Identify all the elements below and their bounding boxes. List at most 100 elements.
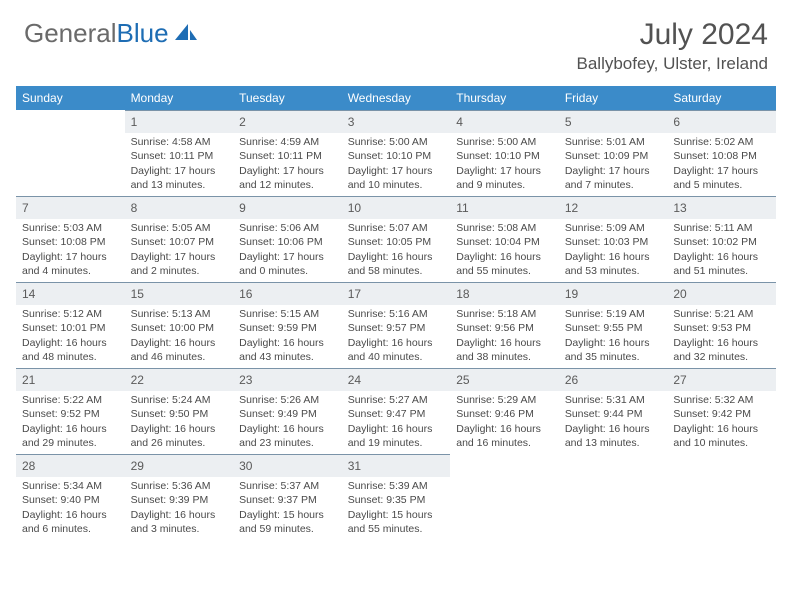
day-number: 26	[559, 368, 668, 391]
day-number: 23	[233, 368, 342, 391]
day-number: 16	[233, 282, 342, 305]
calendar-day-cell: 4Sunrise: 5:00 AMSunset: 10:10 PMDayligh…	[450, 110, 559, 196]
day-number: 1	[125, 110, 234, 133]
calendar-day-cell: 16Sunrise: 5:15 AMSunset: 9:59 PMDayligh…	[233, 282, 342, 368]
weekday-header: Sunday	[16, 86, 125, 110]
day-content: Sunrise: 5:37 AMSunset: 9:37 PMDaylight:…	[233, 477, 342, 540]
weekday-header: Monday	[125, 86, 234, 110]
calendar-day-cell: 19Sunrise: 5:19 AMSunset: 9:55 PMDayligh…	[559, 282, 668, 368]
calendar-day-cell: 9Sunrise: 5:06 AMSunset: 10:06 PMDayligh…	[233, 196, 342, 282]
day-number: 24	[342, 368, 451, 391]
day-number: 8	[125, 196, 234, 219]
day-number: 27	[667, 368, 776, 391]
day-content: Sunrise: 5:15 AMSunset: 9:59 PMDaylight:…	[233, 305, 342, 368]
calendar-day-cell: 18Sunrise: 5:18 AMSunset: 9:56 PMDayligh…	[450, 282, 559, 368]
day-number: 7	[16, 196, 125, 219]
day-number: 2	[233, 110, 342, 133]
calendar-day-cell: 22Sunrise: 5:24 AMSunset: 9:50 PMDayligh…	[125, 368, 234, 454]
calendar-day-cell: 29Sunrise: 5:36 AMSunset: 9:39 PMDayligh…	[125, 454, 234, 540]
day-number: 5	[559, 110, 668, 133]
logo-text-blue: Blue	[117, 18, 169, 49]
calendar-day-cell: 8Sunrise: 5:05 AMSunset: 10:07 PMDayligh…	[125, 196, 234, 282]
day-content: Sunrise: 5:39 AMSunset: 9:35 PMDaylight:…	[342, 477, 451, 540]
day-content: Sunrise: 5:08 AMSunset: 10:04 PMDaylight…	[450, 219, 559, 282]
calendar-day-cell: 21Sunrise: 5:22 AMSunset: 9:52 PMDayligh…	[16, 368, 125, 454]
calendar-day-cell	[450, 454, 559, 540]
day-number: 9	[233, 196, 342, 219]
day-content: Sunrise: 5:03 AMSunset: 10:08 PMDaylight…	[16, 219, 125, 282]
day-content: Sunrise: 4:59 AMSunset: 10:11 PMDaylight…	[233, 133, 342, 196]
day-number: 21	[16, 368, 125, 391]
day-number: 12	[559, 196, 668, 219]
day-number: 6	[667, 110, 776, 133]
calendar-day-cell: 26Sunrise: 5:31 AMSunset: 9:44 PMDayligh…	[559, 368, 668, 454]
weekday-header: Saturday	[667, 86, 776, 110]
day-content: Sunrise: 5:31 AMSunset: 9:44 PMDaylight:…	[559, 391, 668, 454]
calendar-day-cell: 25Sunrise: 5:29 AMSunset: 9:46 PMDayligh…	[450, 368, 559, 454]
logo: GeneralBlue	[24, 18, 199, 49]
day-content: Sunrise: 5:06 AMSunset: 10:06 PMDaylight…	[233, 219, 342, 282]
day-content: Sunrise: 5:27 AMSunset: 9:47 PMDaylight:…	[342, 391, 451, 454]
day-number: 11	[450, 196, 559, 219]
day-number: 30	[233, 454, 342, 477]
day-content: Sunrise: 5:26 AMSunset: 9:49 PMDaylight:…	[233, 391, 342, 454]
calendar-table: SundayMondayTuesdayWednesdayThursdayFrid…	[16, 86, 776, 540]
day-content: Sunrise: 4:58 AMSunset: 10:11 PMDaylight…	[125, 133, 234, 196]
calendar-day-cell: 10Sunrise: 5:07 AMSunset: 10:05 PMDaylig…	[342, 196, 451, 282]
title-block: July 2024 Ballybofey, Ulster, Ireland	[577, 18, 769, 74]
weekday-header: Friday	[559, 86, 668, 110]
calendar-day-cell: 11Sunrise: 5:08 AMSunset: 10:04 PMDaylig…	[450, 196, 559, 282]
logo-text-gray: General	[24, 18, 117, 49]
calendar-day-cell: 3Sunrise: 5:00 AMSunset: 10:10 PMDayligh…	[342, 110, 451, 196]
day-content: Sunrise: 5:05 AMSunset: 10:07 PMDaylight…	[125, 219, 234, 282]
day-content: Sunrise: 5:13 AMSunset: 10:00 PMDaylight…	[125, 305, 234, 368]
day-content: Sunrise: 5:18 AMSunset: 9:56 PMDaylight:…	[450, 305, 559, 368]
day-number: 14	[16, 282, 125, 305]
logo-sail-icon	[173, 18, 199, 49]
day-number: 25	[450, 368, 559, 391]
calendar-week-row: 21Sunrise: 5:22 AMSunset: 9:52 PMDayligh…	[16, 368, 776, 454]
calendar-week-row: 14Sunrise: 5:12 AMSunset: 10:01 PMDaylig…	[16, 282, 776, 368]
day-content: Sunrise: 5:24 AMSunset: 9:50 PMDaylight:…	[125, 391, 234, 454]
day-content: Sunrise: 5:36 AMSunset: 9:39 PMDaylight:…	[125, 477, 234, 540]
calendar-day-cell: 7Sunrise: 5:03 AMSunset: 10:08 PMDayligh…	[16, 196, 125, 282]
calendar-day-cell: 31Sunrise: 5:39 AMSunset: 9:35 PMDayligh…	[342, 454, 451, 540]
day-content: Sunrise: 5:07 AMSunset: 10:05 PMDaylight…	[342, 219, 451, 282]
day-number: 15	[125, 282, 234, 305]
day-number: 13	[667, 196, 776, 219]
location: Ballybofey, Ulster, Ireland	[577, 54, 769, 74]
calendar-day-cell: 15Sunrise: 5:13 AMSunset: 10:00 PMDaylig…	[125, 282, 234, 368]
calendar-day-cell	[559, 454, 668, 540]
day-number: 28	[16, 454, 125, 477]
calendar-week-row: 1Sunrise: 4:58 AMSunset: 10:11 PMDayligh…	[16, 110, 776, 196]
weekday-header: Thursday	[450, 86, 559, 110]
calendar-header-row: SundayMondayTuesdayWednesdayThursdayFrid…	[16, 86, 776, 110]
day-number: 10	[342, 196, 451, 219]
day-content: Sunrise: 5:09 AMSunset: 10:03 PMDaylight…	[559, 219, 668, 282]
header: GeneralBlue July 2024 Ballybofey, Ulster…	[0, 0, 792, 82]
calendar-day-cell: 1Sunrise: 4:58 AMSunset: 10:11 PMDayligh…	[125, 110, 234, 196]
day-number: 19	[559, 282, 668, 305]
calendar-day-cell: 24Sunrise: 5:27 AMSunset: 9:47 PMDayligh…	[342, 368, 451, 454]
day-number: 4	[450, 110, 559, 133]
day-number: 31	[342, 454, 451, 477]
calendar-day-cell: 17Sunrise: 5:16 AMSunset: 9:57 PMDayligh…	[342, 282, 451, 368]
day-content: Sunrise: 5:22 AMSunset: 9:52 PMDaylight:…	[16, 391, 125, 454]
day-number: 3	[342, 110, 451, 133]
calendar-week-row: 7Sunrise: 5:03 AMSunset: 10:08 PMDayligh…	[16, 196, 776, 282]
calendar-day-cell: 28Sunrise: 5:34 AMSunset: 9:40 PMDayligh…	[16, 454, 125, 540]
day-content: Sunrise: 5:21 AMSunset: 9:53 PMDaylight:…	[667, 305, 776, 368]
day-content: Sunrise: 5:01 AMSunset: 10:09 PMDaylight…	[559, 133, 668, 196]
month-title: July 2024	[577, 18, 769, 52]
day-content: Sunrise: 5:29 AMSunset: 9:46 PMDaylight:…	[450, 391, 559, 454]
day-content: Sunrise: 5:19 AMSunset: 9:55 PMDaylight:…	[559, 305, 668, 368]
day-number: 22	[125, 368, 234, 391]
calendar-day-cell: 27Sunrise: 5:32 AMSunset: 9:42 PMDayligh…	[667, 368, 776, 454]
day-content: Sunrise: 5:11 AMSunset: 10:02 PMDaylight…	[667, 219, 776, 282]
day-number: 20	[667, 282, 776, 305]
calendar-day-cell: 2Sunrise: 4:59 AMSunset: 10:11 PMDayligh…	[233, 110, 342, 196]
calendar-day-cell	[667, 454, 776, 540]
day-content: Sunrise: 5:12 AMSunset: 10:01 PMDaylight…	[16, 305, 125, 368]
calendar-day-cell	[16, 110, 125, 196]
calendar-day-cell: 5Sunrise: 5:01 AMSunset: 10:09 PMDayligh…	[559, 110, 668, 196]
